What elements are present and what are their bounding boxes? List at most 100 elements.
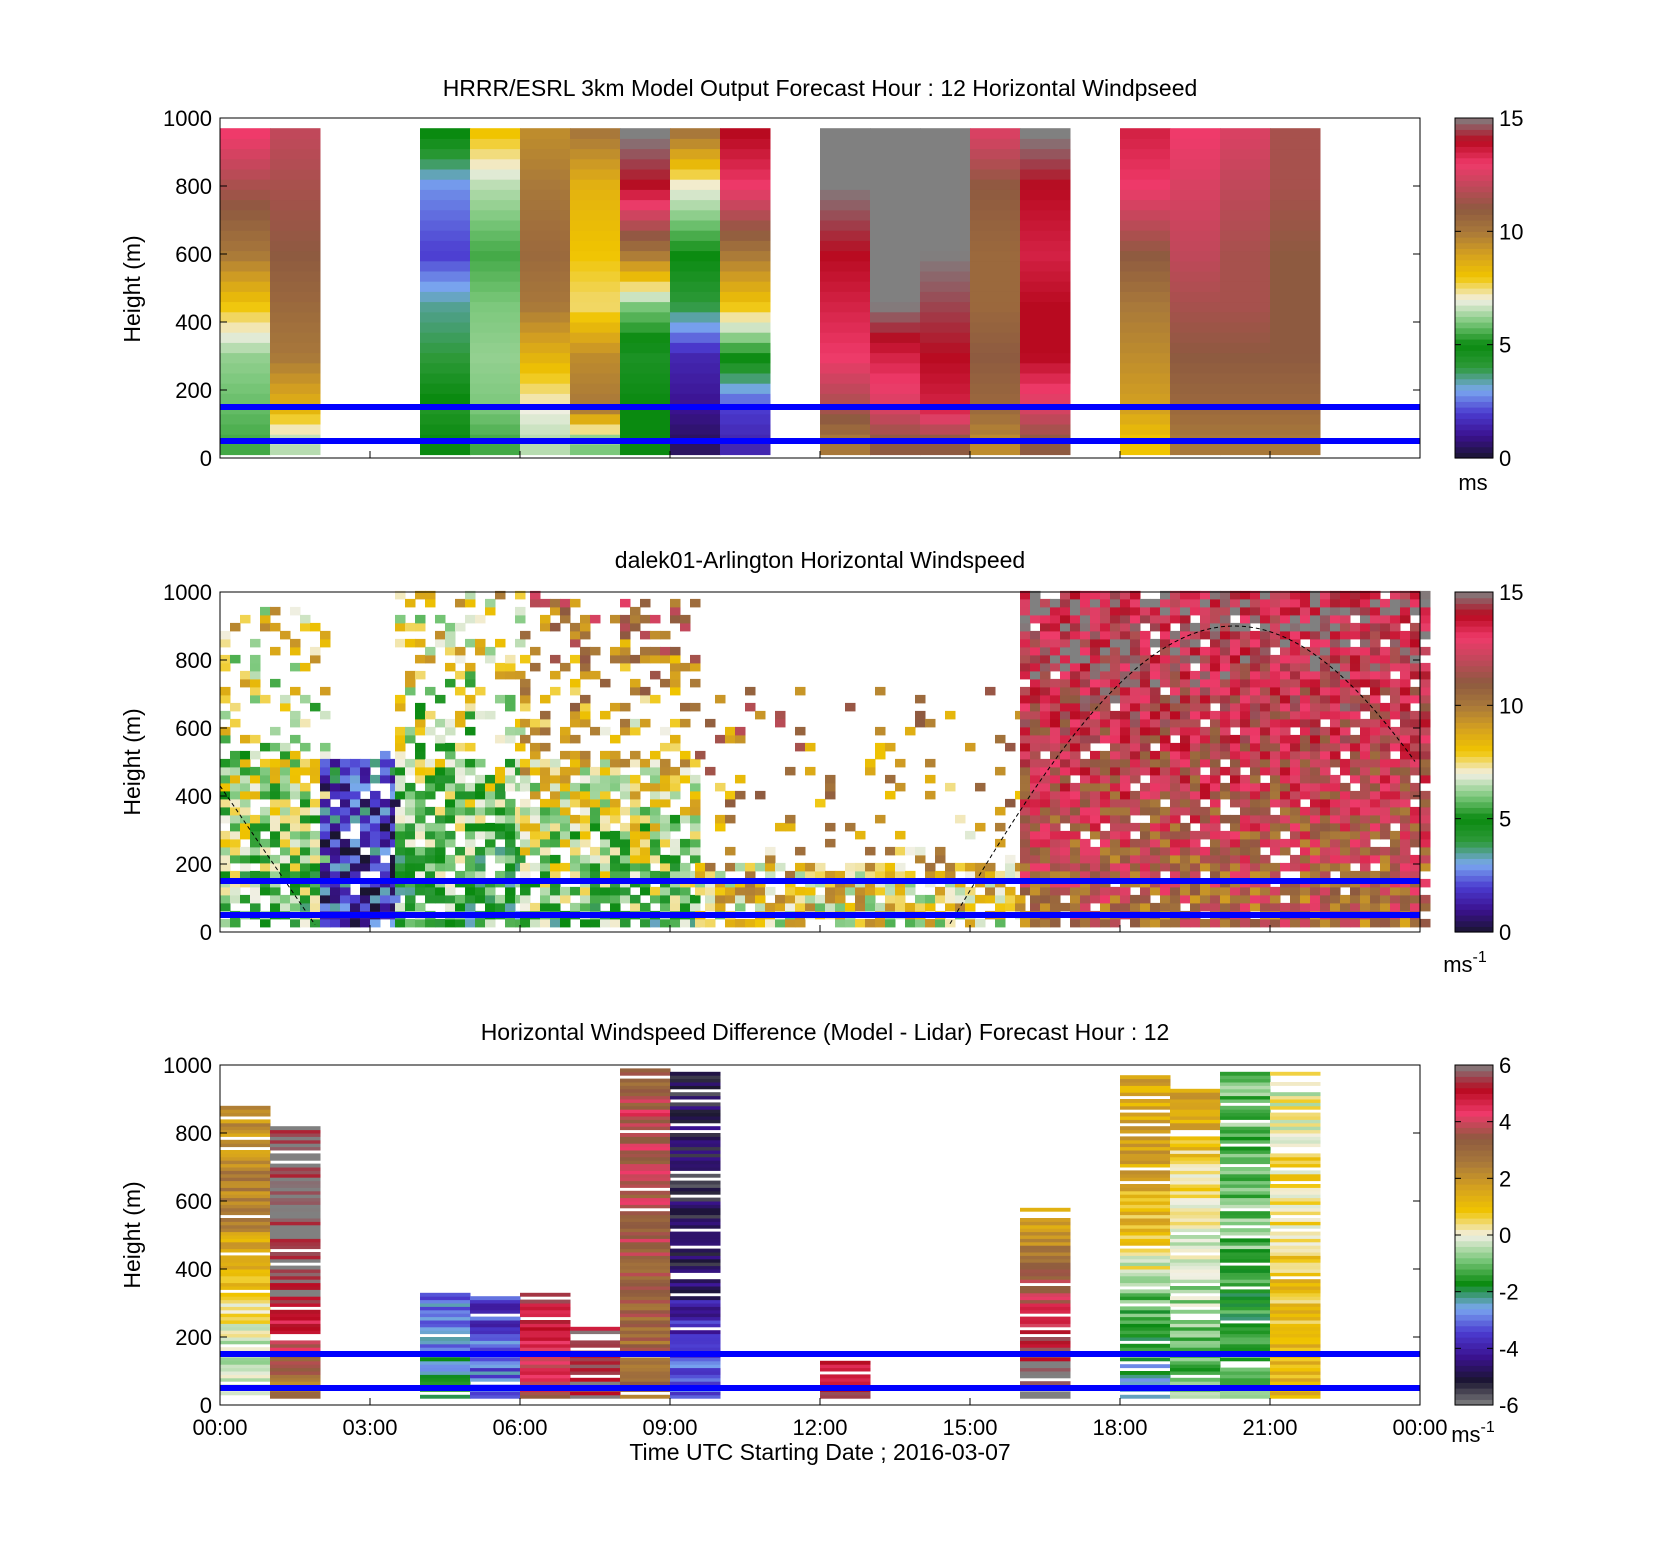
heatmap-cell (1260, 806, 1271, 816)
heatmap-cell (870, 220, 921, 231)
heatmap-cell (1370, 798, 1381, 808)
panel-difference: Horizontal Windspeed Difference (Model -… (119, 1019, 1519, 1465)
heatmap-cell (1210, 782, 1221, 792)
heatmap-cell (845, 918, 856, 928)
heatmap-cell (925, 774, 936, 784)
heatmap-cell (550, 622, 561, 632)
heatmap-cell (825, 902, 836, 912)
heatmap-cell (1280, 686, 1291, 696)
heatmap-cell (1320, 758, 1331, 768)
heatmap-cell (1070, 630, 1081, 640)
heatmap-cell (1170, 710, 1181, 720)
heatmap-cell (330, 854, 341, 864)
heatmap-cell (220, 1333, 271, 1338)
heatmap-cell (220, 158, 271, 170)
heatmap-cell (405, 758, 416, 768)
colorbar-segment (1455, 1337, 1493, 1344)
heatmap-cell (1340, 702, 1351, 712)
heatmap-cell (1420, 750, 1431, 760)
heatmap-cell (600, 758, 611, 768)
heatmap-cell (1100, 758, 1111, 768)
heatmap-cell (945, 782, 956, 792)
heatmap-cell (1380, 902, 1391, 912)
heatmap-cell (885, 846, 896, 856)
heatmap-cell (270, 1133, 321, 1137)
heatmap-cell (650, 918, 661, 928)
heatmap-cell (465, 854, 476, 864)
heatmap-cell (220, 1235, 271, 1239)
heatmap-cell (570, 383, 621, 394)
heatmap-cell (580, 694, 591, 704)
heatmap-cell (670, 1187, 721, 1192)
heatmap-cell (1020, 1381, 1071, 1386)
heatmap-cell (670, 766, 681, 776)
heatmap-cell (640, 718, 651, 728)
heatmap-cell (1170, 1204, 1221, 1209)
heatmap-cell (550, 894, 561, 904)
heatmap-cell (1120, 870, 1131, 880)
heatmap-cell (310, 622, 321, 632)
heatmap-cell (1170, 1343, 1221, 1348)
heatmap-cell (765, 870, 776, 880)
heatmap-cell (1280, 614, 1291, 624)
heatmap-cell (1270, 702, 1281, 712)
heatmap-cell (515, 638, 526, 648)
heatmap-cell (530, 718, 541, 728)
heatmap-cell (415, 614, 426, 624)
heatmap-cell (920, 342, 971, 354)
heatmap-cell (420, 1374, 471, 1379)
heatmap-cell (1270, 750, 1281, 760)
heatmap-cell (620, 1326, 671, 1331)
heatmap-cell (1410, 806, 1421, 816)
heatmap-cell (1240, 870, 1251, 880)
heatmap-cell (1140, 742, 1151, 752)
heatmap-cell (1120, 209, 1171, 221)
colorbar-segment (1455, 1342, 1493, 1349)
heatmap-cell (1170, 1299, 1221, 1304)
heatmap-cell (720, 383, 771, 394)
heatmap-cell (1270, 1187, 1321, 1192)
heatmap-cell (870, 199, 921, 211)
heatmap-cell (1120, 846, 1131, 856)
heatmap-cell (1200, 710, 1211, 720)
heatmap-cell (1170, 1170, 1221, 1175)
heatmap-cell (1270, 199, 1321, 211)
heatmap-cell (435, 718, 446, 728)
heatmap-cell (270, 902, 281, 912)
heatmap-cell (1120, 128, 1171, 139)
colorbar-segment (1455, 665, 1493, 672)
heatmap-cell (1340, 806, 1351, 816)
colorbar-tick-label: 15 (1499, 106, 1523, 131)
heatmap-cell (670, 1190, 721, 1195)
heatmap-cell (1120, 1224, 1171, 1229)
heatmap-cell (825, 838, 836, 848)
heatmap-cell (240, 758, 251, 768)
heatmap-cell (570, 158, 621, 170)
heatmap-cell (620, 1282, 671, 1287)
heatmap-cell (1210, 686, 1221, 696)
heatmap-cell (420, 1296, 471, 1301)
heatmap-cell (425, 590, 436, 600)
heatmap-cell (1170, 1136, 1221, 1141)
heatmap-cell (1300, 678, 1311, 688)
heatmap-cell (670, 1316, 721, 1321)
heatmap-cell (1210, 654, 1221, 664)
heatmap-cell (220, 1391, 271, 1396)
heatmap-cell (670, 1347, 721, 1352)
heatmap-cell (620, 311, 671, 323)
heatmap-cell (660, 774, 671, 784)
heatmap-cell (1220, 694, 1231, 704)
heatmap-cell (650, 774, 661, 784)
heatmap-cell (530, 830, 541, 840)
heatmap-cell (1060, 838, 1071, 848)
heatmap-cell (670, 894, 681, 904)
heatmap-cell (415, 902, 426, 912)
heatmap-cell (570, 301, 621, 313)
colorbar-segment (1455, 248, 1493, 255)
heatmap-cell (620, 654, 631, 664)
heatmap-cell (1020, 814, 1031, 824)
heatmap-cell (845, 862, 856, 872)
heatmap-cell (1020, 1224, 1071, 1229)
heatmap-cell (1370, 630, 1381, 640)
colorbar-segment (1455, 784, 1493, 791)
